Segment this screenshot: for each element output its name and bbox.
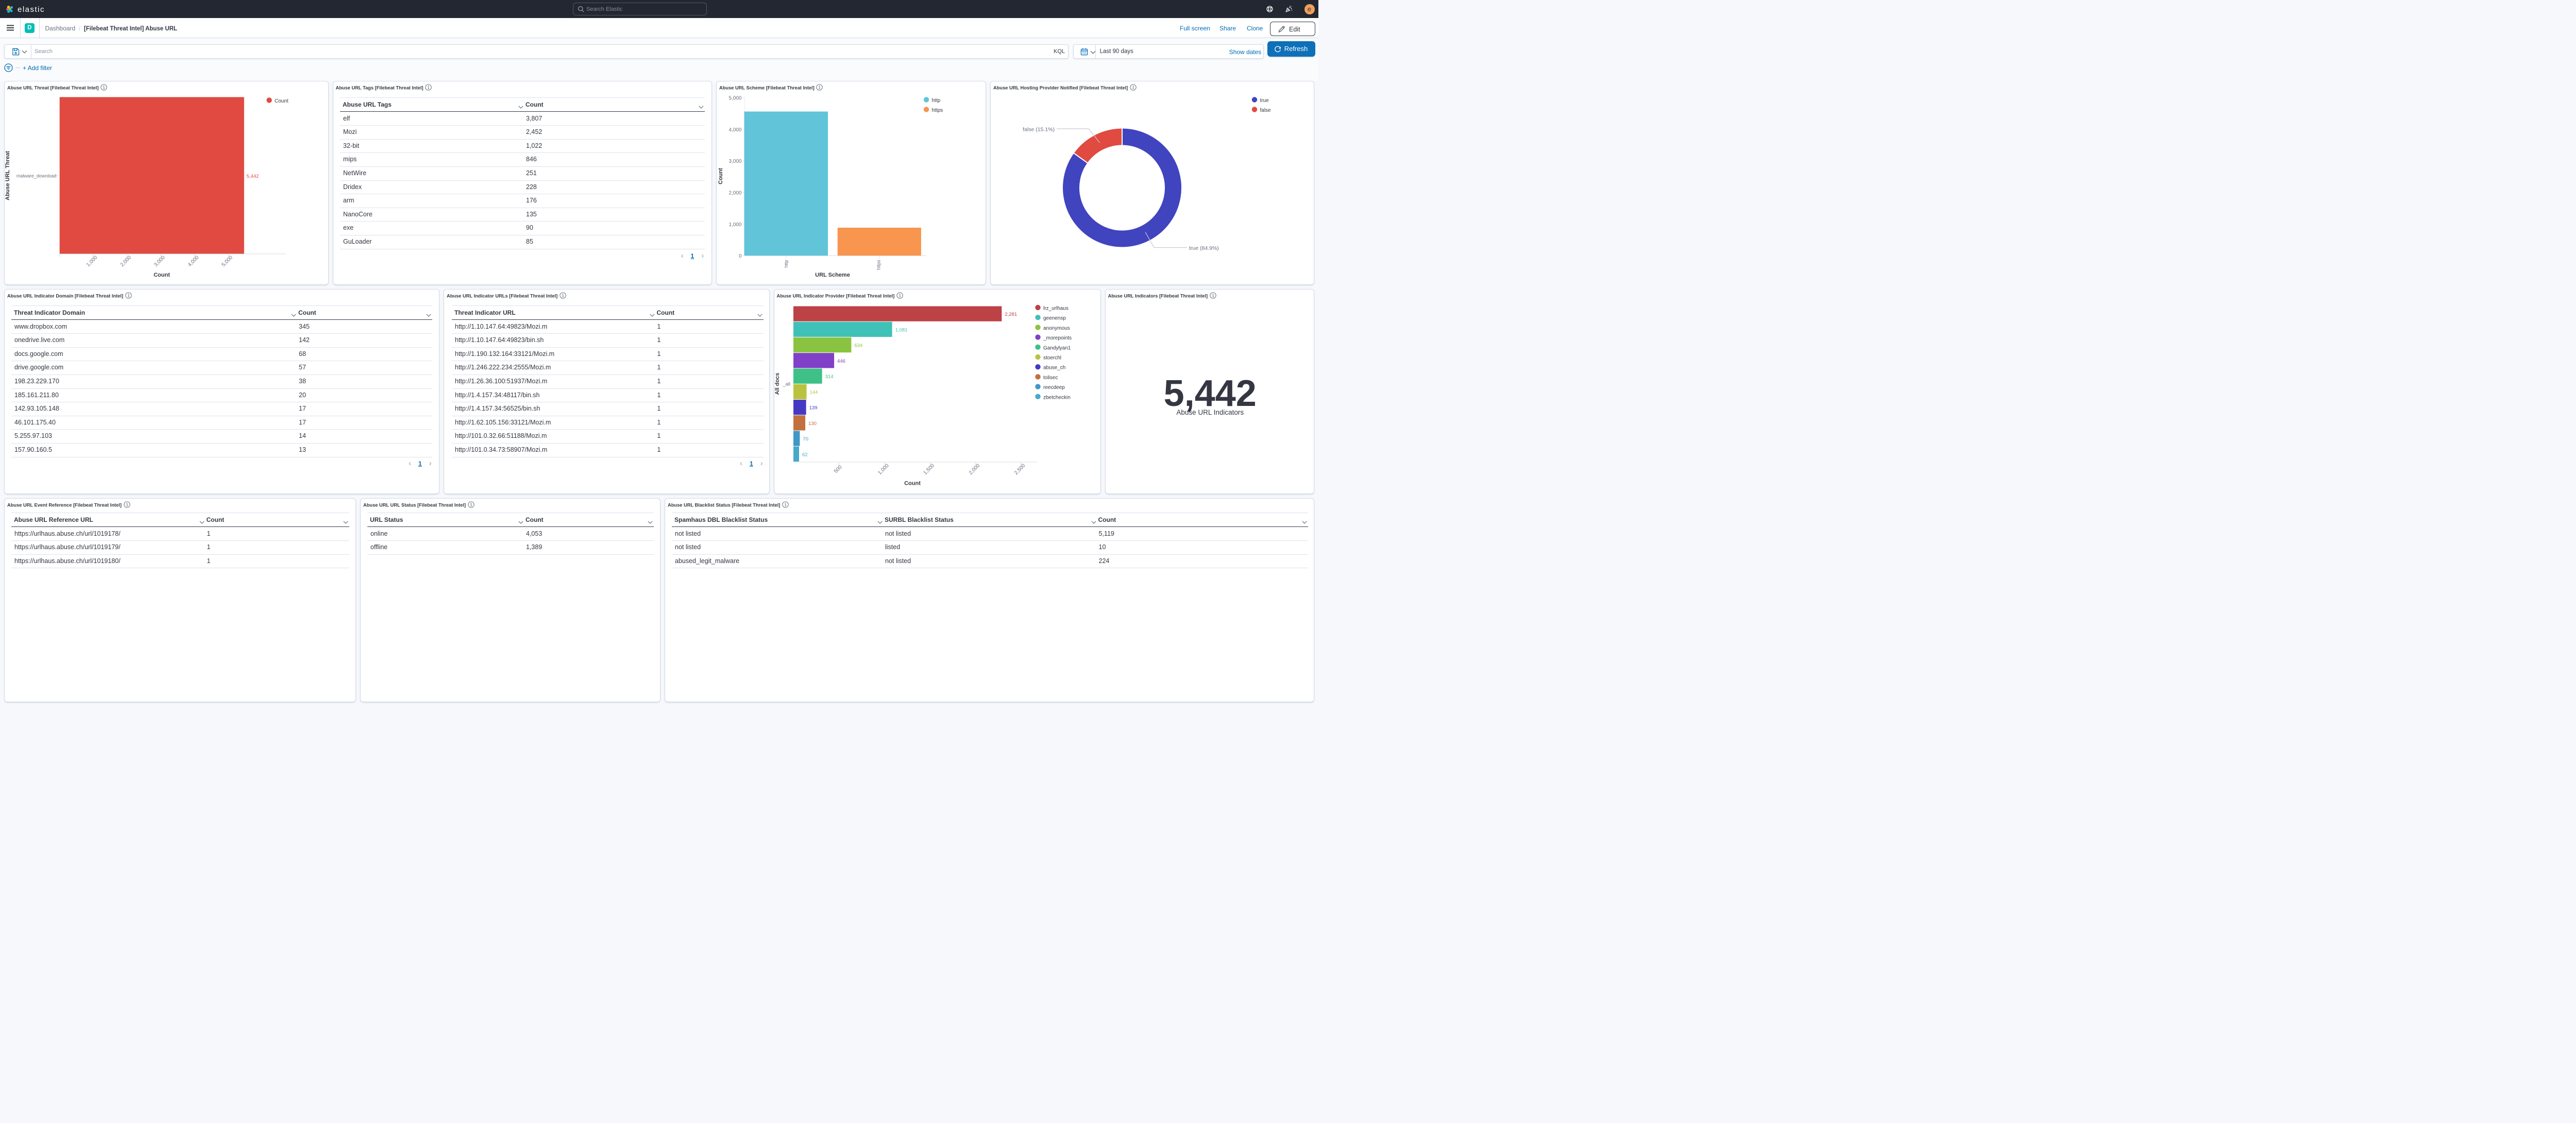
svg-text:Count: Count	[154, 272, 170, 278]
svg-text:1,000: 1,000	[86, 254, 99, 268]
svg-text:5,442: 5,442	[247, 174, 259, 179]
svg-text:Count: Count	[275, 98, 289, 104]
svg-text:lrz_urlhaus: lrz_urlhaus	[1043, 305, 1069, 311]
svg-text:malware_download: malware_download	[16, 173, 57, 178]
svg-text:1,081: 1,081	[895, 327, 907, 333]
svg-text:false (15.1%): false (15.1%)	[1023, 126, 1055, 132]
svg-text:144: 144	[809, 389, 818, 395]
svg-text:3,000: 3,000	[728, 159, 741, 164]
svg-text:314: 314	[825, 374, 833, 380]
svg-text:62: 62	[802, 452, 807, 457]
svg-text:URL Scheme: URL Scheme	[815, 272, 850, 278]
svg-text:500: 500	[833, 464, 843, 474]
svg-text:2,000: 2,000	[120, 254, 133, 268]
svg-text:1,000: 1,000	[728, 222, 741, 227]
svg-text:70: 70	[803, 436, 808, 442]
svg-text:https: https	[876, 260, 882, 270]
svg-text:2,281: 2,281	[1005, 312, 1017, 317]
svg-text:4,000: 4,000	[187, 254, 200, 268]
svg-text:All docs: All docs	[774, 372, 781, 395]
svg-text:_morepoints: _morepoints	[1043, 335, 1072, 341]
svg-text:https: https	[932, 108, 943, 113]
svg-text:0: 0	[739, 253, 742, 259]
svg-text:1,500: 1,500	[922, 463, 936, 476]
svg-text:abuse_ch: abuse_ch	[1043, 365, 1065, 370]
svg-text:reecdeep: reecdeep	[1043, 385, 1065, 390]
svg-text:130: 130	[808, 420, 817, 426]
svg-text:Gandylyan1: Gandylyan1	[1043, 345, 1071, 351]
svg-text:true (84.9%): true (84.9%)	[1189, 245, 1219, 251]
svg-text:5,000: 5,000	[221, 254, 234, 268]
svg-text:2,500: 2,500	[1013, 463, 1026, 476]
svg-text:1,000: 1,000	[877, 463, 890, 476]
svg-text:false: false	[1260, 108, 1272, 113]
svg-text:Count: Count	[718, 167, 724, 184]
svg-text:446: 446	[837, 358, 845, 364]
svg-text:stoerchl: stoerchl	[1043, 355, 1061, 361]
svg-text:4,000: 4,000	[728, 127, 741, 132]
svg-text:Abuse URL Threat: Abuse URL Threat	[5, 150, 11, 200]
svg-text:Count: Count	[904, 480, 921, 486]
svg-text:2,000: 2,000	[968, 463, 981, 476]
svg-text:3,000: 3,000	[153, 254, 166, 268]
svg-text:http: http	[932, 98, 941, 104]
svg-text:2,000: 2,000	[728, 190, 741, 196]
svg-text:5,000: 5,000	[728, 95, 741, 101]
svg-text:139: 139	[809, 405, 817, 411]
svg-text:zbetcheckin: zbetcheckin	[1043, 395, 1071, 400]
svg-text:634: 634	[854, 343, 862, 348]
svg-text:http: http	[784, 260, 789, 267]
svg-text:_all: _all	[782, 381, 790, 387]
svg-text:geenensp: geenensp	[1043, 315, 1066, 321]
svg-text:anonymous: anonymous	[1043, 325, 1070, 331]
svg-text:true: true	[1260, 98, 1269, 104]
svg-text:tolisec: tolisec	[1043, 375, 1058, 380]
